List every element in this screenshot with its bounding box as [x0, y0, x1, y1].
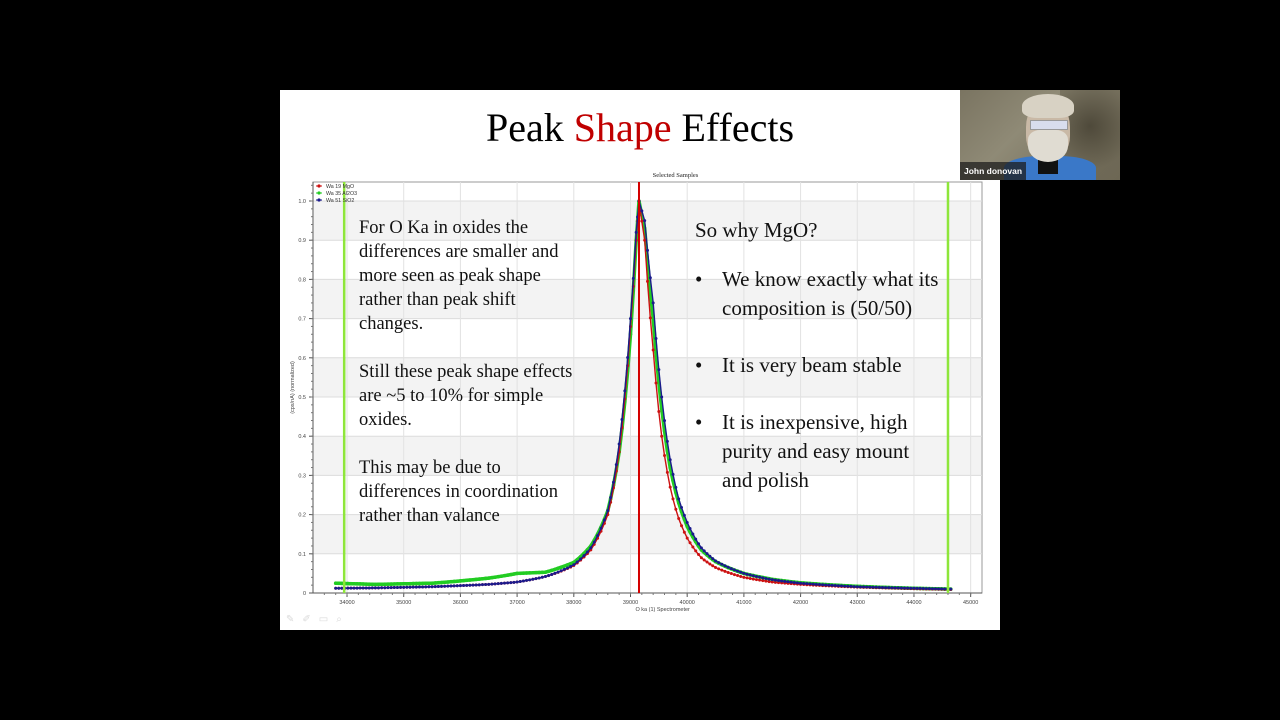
- x-tick-label: 42000: [793, 600, 808, 606]
- left-text-block: For O Ka in oxides the differences are sm…: [359, 216, 604, 552]
- y-tick-label: 0.4: [298, 434, 306, 440]
- y-tick-label: 0.8: [298, 277, 306, 283]
- text-line: This may be due to: [359, 458, 501, 478]
- y-tick-label: 0.3: [298, 473, 306, 479]
- bullet-icon: •: [695, 410, 703, 434]
- y-tick-label: 0.1: [298, 552, 306, 558]
- x-tick-label: 38000: [566, 600, 581, 606]
- x-tick-label: 36000: [453, 600, 468, 606]
- participant-neck: [1038, 158, 1058, 174]
- y-tick-label: 0.9: [298, 238, 306, 244]
- paragraph-oxides: For O Ka in oxides the differences are sm…: [359, 216, 604, 336]
- x-tick-label: 44000: [906, 600, 921, 606]
- text-line: rather than valance: [359, 506, 500, 526]
- title-accent-text: Shape: [573, 105, 672, 150]
- participant-video-tile[interactable]: John donovan: [960, 90, 1120, 180]
- peak-shape-chart: 0 0.1 0.2 0.3 0.4 0.5 0.6 0.7 0.8 0.9 1.0 34000 3500…: [290, 172, 983, 613]
- text-line: Still these peak shape effects: [359, 362, 573, 382]
- bullet-icon: •: [695, 267, 703, 291]
- title-text-end: Effects: [671, 105, 795, 150]
- x-tick-label: 41000: [736, 600, 751, 606]
- right-text-block: So why MgO? • We know exactly what its com…: [695, 216, 995, 523]
- reason-bullet: • It is inexpensive, high purity and easy …: [695, 408, 995, 495]
- legend-entry: Wa 35 Al2O3: [326, 191, 357, 197]
- reasons-list: • We know exactly what its composition is …: [695, 265, 995, 495]
- legend-entry: Wa 51 SiO2: [326, 198, 354, 204]
- x-tick-label: 37000: [509, 600, 524, 606]
- y-tick-label: 0.2: [298, 513, 306, 519]
- participant-hair: [1022, 94, 1074, 118]
- reason-bullet: • It is very beam stable: [695, 351, 995, 380]
- paragraph-effects-size: Still these peak shape effects are ~5 to …: [359, 360, 604, 432]
- x-tick-label: 45000: [963, 600, 978, 606]
- title-text: Peak: [485, 105, 574, 150]
- chart-title: Selected Samples: [653, 172, 699, 179]
- zoom-icon[interactable]: ⌕: [336, 614, 342, 625]
- x-tick-label: 39000: [623, 600, 638, 606]
- eraser-icon[interactable]: ▭: [318, 614, 329, 625]
- why-mgo-heading: So why MgO?: [695, 218, 818, 242]
- y-axis-label: (cps/nA) (normalized): [290, 361, 296, 414]
- legend-entry: Wa 19 MgO: [326, 184, 354, 190]
- slide-title: Peak Shape Effects: [280, 104, 1000, 151]
- text-line: differences in coordination: [359, 482, 558, 502]
- reason-bullet: • We know exactly what its composition is …: [695, 265, 995, 323]
- y-tick-label: 0: [303, 591, 306, 597]
- text-line: are ~5 to 10% for simple: [359, 386, 544, 406]
- bullet-icon: •: [695, 353, 703, 377]
- slide-annotation-toolbar: ✎ ✐ ▭ ⌕: [286, 614, 342, 625]
- bullet-text: and polish: [722, 468, 809, 492]
- x-tick-label: 43000: [850, 600, 865, 606]
- y-tick-label: 1.0: [298, 199, 306, 205]
- presentation-slide: Peak Shape Effects 0 0.1 0.2 0.3 0.4 0.5 0.6 0.…: [280, 90, 1000, 630]
- marker-icon[interactable]: ✐: [302, 614, 311, 625]
- text-line: more seen as peak shape: [359, 266, 541, 286]
- text-line: oxides.: [359, 410, 412, 430]
- x-tick-label: 34000: [339, 600, 354, 606]
- text-line: rather than peak shift: [359, 290, 516, 310]
- x-tick-label: 35000: [396, 600, 411, 606]
- participant-name-label: John donovan: [960, 162, 1027, 180]
- bullet-text: purity and easy mount: [722, 439, 910, 463]
- y-tick-label: 0.5: [298, 395, 306, 401]
- text-line: differences are smaller and: [359, 242, 559, 262]
- text-line: changes.: [359, 314, 424, 334]
- bullet-text: composition is (50/50): [722, 296, 913, 320]
- x-tick-label: 40000: [680, 600, 695, 606]
- text-line: For O Ka in oxides the: [359, 218, 529, 238]
- series-wa-51-sio2: [334, 199, 953, 591]
- participant-beard: [1028, 130, 1068, 162]
- y-tick-label: 0.7: [298, 317, 306, 323]
- x-axis-label: O ka (1) Spectrometer: [635, 607, 690, 613]
- paragraph-coordination: This may be due to differences in coordin…: [359, 456, 604, 528]
- bullet-text: It is inexpensive, high: [722, 410, 908, 434]
- y-tick-label: 0.6: [298, 356, 306, 362]
- participant-glasses: [1030, 120, 1068, 130]
- bullet-text: It is very beam stable: [722, 353, 902, 377]
- pen-icon[interactable]: ✎: [286, 614, 295, 625]
- bullet-text: We know exactly what its: [722, 267, 939, 291]
